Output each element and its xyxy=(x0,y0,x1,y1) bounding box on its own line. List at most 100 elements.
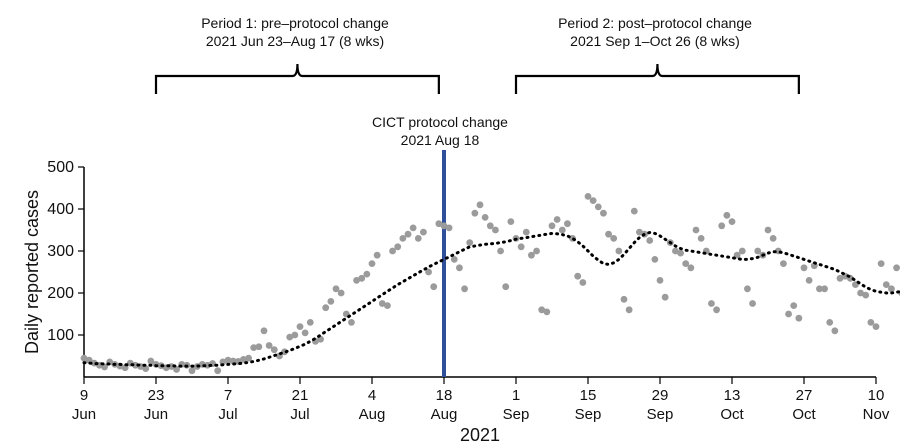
data-point xyxy=(636,228,643,236)
x-tick-month: Sep xyxy=(575,406,602,423)
data-point xyxy=(471,209,479,217)
data-point xyxy=(553,216,561,223)
data-point xyxy=(538,306,546,314)
data-point xyxy=(476,201,484,209)
data-point xyxy=(574,272,582,280)
data-point xyxy=(548,222,556,230)
data-point xyxy=(677,249,684,257)
data-point xyxy=(769,235,777,242)
data-point xyxy=(744,285,751,293)
data-point xyxy=(533,247,540,255)
data-point xyxy=(564,220,571,228)
y-axis-title: Daily reported cases xyxy=(22,190,42,354)
period1-dates: 2021 Jun 23–Aug 17 (8 wks) xyxy=(205,33,385,49)
data-point xyxy=(497,247,504,255)
data-point xyxy=(517,243,525,251)
data-point xyxy=(456,264,463,272)
data-point xyxy=(486,222,494,230)
data-point xyxy=(656,277,664,284)
data-point xyxy=(625,306,633,314)
data-point xyxy=(80,354,88,362)
data-point xyxy=(348,319,355,326)
data-point xyxy=(445,224,453,232)
x-tick-month: Sep xyxy=(503,406,530,423)
data-point xyxy=(353,277,360,284)
data-point xyxy=(816,285,823,293)
data-point xyxy=(821,285,828,293)
data-point xyxy=(780,260,787,267)
data-point xyxy=(764,226,772,234)
data-point xyxy=(605,230,612,238)
data-point xyxy=(507,218,515,226)
data-point xyxy=(240,355,247,363)
data-point xyxy=(260,327,268,335)
x-tick-day: 7 xyxy=(224,387,232,404)
x-tick-month: Sep xyxy=(647,406,674,423)
data-point xyxy=(790,302,798,309)
data-point xyxy=(466,239,474,247)
data-point xyxy=(646,237,654,244)
data-point xyxy=(692,226,700,234)
data-point xyxy=(255,343,263,351)
data-point xyxy=(409,224,417,232)
data-point xyxy=(291,331,299,339)
data-point xyxy=(327,298,335,305)
data-point xyxy=(672,247,679,255)
data-point xyxy=(888,285,895,293)
data-point xyxy=(286,333,294,341)
protocol-change-date: 2021 Aug 18 xyxy=(400,132,480,148)
data-point xyxy=(528,251,535,259)
data-point xyxy=(738,247,746,255)
data-point xyxy=(733,251,741,259)
x-tick-month: Nov xyxy=(863,406,890,423)
period2-title: Period 2: post–protocol change xyxy=(558,15,752,31)
data-point xyxy=(708,300,715,307)
x-tick-day: 29 xyxy=(652,387,669,404)
data-point xyxy=(147,357,155,365)
data-point xyxy=(142,365,150,372)
x-tick-month: Jul xyxy=(290,406,309,423)
x-tick-day: 4 xyxy=(368,387,376,404)
data-point xyxy=(250,344,258,351)
x-tick-month: Aug xyxy=(359,406,386,423)
x-tick-day: 9 xyxy=(80,387,88,404)
x-tick-day: 21 xyxy=(292,387,309,404)
x-tick-day: 18 xyxy=(436,387,453,404)
data-point xyxy=(584,193,592,200)
data-point xyxy=(461,285,468,293)
protocol-change-annotation: CICT protocol change 2021 Aug 18 xyxy=(340,113,540,149)
data-point xyxy=(425,268,432,276)
data-point xyxy=(630,207,638,215)
data-point xyxy=(296,323,304,330)
axis-layer: 100 200 300 400 500 9 Jun 23 Jun 7 Jul 21 Jul 4 Aug 18 A… xyxy=(22,159,890,445)
x-tick-month: Oct xyxy=(720,406,744,423)
data-point xyxy=(589,197,597,205)
data-point xyxy=(492,226,499,234)
data-point xyxy=(450,256,458,263)
period2-dates: 2021 Sep 1–Oct 26 (8 wks) xyxy=(570,33,740,49)
data-point xyxy=(620,295,628,303)
data-point xyxy=(877,260,885,267)
data-point xyxy=(245,354,252,362)
data-point xyxy=(214,367,222,375)
data-point xyxy=(805,277,813,284)
period1-annotation: Period 1: pre–protocol change 2021 Jun 2… xyxy=(160,14,430,50)
x-tick-month: Jun xyxy=(144,406,168,423)
data-point xyxy=(332,285,340,293)
x-tick-day: 15 xyxy=(580,387,597,404)
x-tick-day: 1 xyxy=(512,387,520,404)
y-tick-label: 100 xyxy=(47,327,74,344)
data-point xyxy=(270,346,278,354)
y-tick-label: 400 xyxy=(47,201,74,218)
data-point xyxy=(301,329,309,337)
data-point xyxy=(363,270,371,278)
period1-title: Period 1: pre–protocol change xyxy=(201,15,389,31)
data-point xyxy=(337,289,345,297)
data-point xyxy=(394,243,402,251)
data-point xyxy=(188,367,196,375)
data-point xyxy=(594,203,602,211)
data-point xyxy=(522,228,530,236)
x-tick-month: Jun xyxy=(72,406,96,423)
data-point xyxy=(728,218,736,226)
